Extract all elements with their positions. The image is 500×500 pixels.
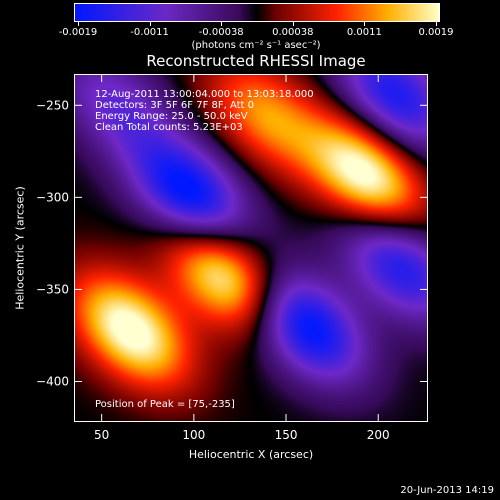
x-axis-label: Heliocentric X (arcsec) xyxy=(188,448,314,461)
y-tick-label: −250 xyxy=(36,98,69,112)
chart-title: Reconstructed RHESSI Image xyxy=(146,52,366,70)
y-tick-label: −400 xyxy=(36,374,69,388)
y-tick-label: −350 xyxy=(36,282,69,296)
annotation-time: 12-Aug-2011 13:00:04.000 to 13:03:18.000 xyxy=(95,89,314,100)
x-tick-label: 50 xyxy=(94,428,109,442)
annotation-clean: Clean Total counts: 5.23E+03 xyxy=(95,122,243,133)
colorbar-tick-mark xyxy=(436,22,437,26)
colorbar-tick-mark xyxy=(292,22,294,26)
colorbar-tick-label: 0.00038 xyxy=(272,27,314,38)
colorbar-tick-label: 0.0019 xyxy=(418,27,454,38)
colorbar-tick-mark xyxy=(364,22,366,26)
colorbar-tick-label: 0.0011 xyxy=(346,27,382,38)
annotation-detectors: Detectors: 3F 5F 6F 7F 8F, Att 0 xyxy=(95,100,255,111)
colorbar-units: (photons cm⁻² s⁻¹ asec⁻²) xyxy=(191,40,321,51)
y-tick-label: −300 xyxy=(36,190,69,204)
colorbar-tick-mark xyxy=(149,22,151,26)
heatmap-image xyxy=(75,75,427,421)
colorbar xyxy=(74,3,440,22)
annotation-peak: Position of Peak = [75,-235] xyxy=(95,399,235,410)
y-axis-label: Heliocentric Y (arcsec) xyxy=(13,186,27,310)
colorbar-tick-label: -0.00038 xyxy=(198,27,244,38)
timestamp: 20-Jun-2013 14:19 xyxy=(400,485,494,496)
colorbar-tick-label: -0.0019 xyxy=(58,27,98,38)
x-tick-label: 200 xyxy=(367,428,390,442)
colorbar-tick-mark xyxy=(221,22,223,26)
colorbar-tick-mark xyxy=(78,22,79,26)
x-tick-label: 100 xyxy=(182,428,205,442)
plot-area: 12-Aug-2011 13:00:04.000 to 13:03:18.000… xyxy=(74,74,428,422)
colorbar-tick-label: -0.0011 xyxy=(130,27,169,38)
annotation-energy: Energy Range: 25.0 - 50.0 keV xyxy=(95,111,248,122)
x-tick-label: 150 xyxy=(275,428,298,442)
